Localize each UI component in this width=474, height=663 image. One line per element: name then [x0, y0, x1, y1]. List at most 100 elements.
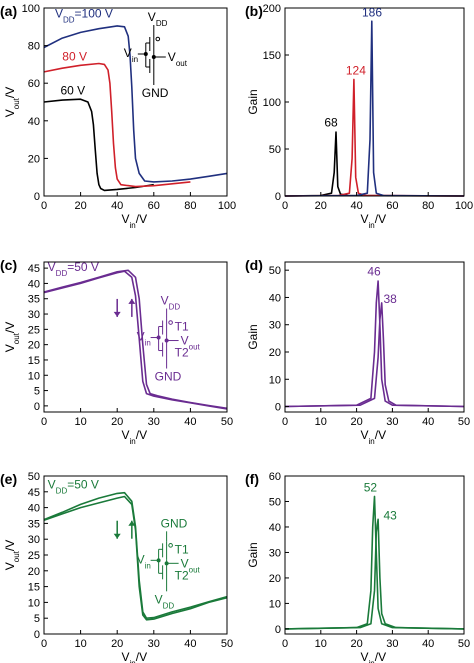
plot-frame [284, 475, 465, 635]
data-label: 80 V [62, 50, 87, 64]
y-tick-label: 5 [34, 386, 40, 398]
series-annotation: VDD=50 V [48, 260, 99, 278]
x-tick-label: 100 [455, 200, 473, 212]
y-tick-label: 20 [28, 340, 40, 352]
y-tick-label: 25 [28, 324, 40, 336]
circuit-inset [150, 308, 179, 369]
x-tick-label: 10 [315, 638, 327, 650]
y-tick-label: 30 [28, 534, 40, 546]
y-tick-label: 30 [269, 320, 281, 332]
y-tick-label: 10 [28, 597, 40, 609]
x-tick-label: 20 [111, 416, 123, 428]
x-tick-label: 40 [111, 200, 123, 212]
y-tick-label: 30 [28, 309, 40, 321]
y-tick-label: 20 [28, 153, 40, 165]
series-line-3 [284, 20, 465, 197]
inset-input-label: Vin [124, 46, 138, 64]
series-line-1 [284, 131, 465, 197]
y-tick-label: 80 [28, 41, 40, 53]
y-tick-label: 60 [28, 78, 40, 90]
series-annotation: VDD=100 V [55, 6, 113, 24]
y-tick-label: 10 [28, 370, 40, 382]
series-line-1 [43, 495, 228, 621]
x-tick-label: 60 [148, 200, 160, 212]
y-axis-label: Vout/V [3, 322, 21, 352]
data-label: 68 [324, 115, 338, 129]
series-line-1 [43, 270, 228, 410]
x-tick-label: 20 [350, 416, 362, 428]
y-tick-label: 150 [263, 50, 281, 62]
panel-e: 0 10 20 30 40 50 0 5 10 15 20 25 30 35 40 45 50 Vin/V Vout… [0, 471, 233, 663]
y-tick-label: 10 [269, 598, 281, 610]
sweep-arrow-down [113, 298, 121, 317]
data-label: 52 [364, 480, 378, 494]
panel-c: 0 10 20 30 40 50 0 5 10 15 20 25 30 35 40 45 Vin/V Vout/V… [0, 257, 233, 446]
inset-bottom-label: GND [142, 86, 169, 100]
y-tick-label: 30 [269, 547, 281, 559]
panel-a: 0 20 40 60 80 100 0 20 40 60 80 100 Vin/V Vout/V (a) 60… [0, 3, 236, 230]
data-label: 46 [367, 265, 381, 279]
series-line-2 [43, 269, 228, 410]
x-tick-label: 10 [74, 638, 86, 650]
y-tick-label: 15 [28, 582, 40, 594]
y-axis-label: Gain [246, 542, 260, 567]
data-label: 60 V [60, 83, 85, 97]
y-tick-label: 5 [34, 613, 40, 625]
y-axis-label: Gain [246, 89, 260, 114]
x-tick-label: 30 [386, 638, 398, 650]
y-tick-label: 40 [28, 116, 40, 128]
inset-output-label: Vout [181, 334, 201, 352]
data-label: 43 [383, 508, 397, 522]
inset-output-label: Vout [168, 50, 188, 68]
y-tick-label: 40 [269, 522, 281, 534]
circuit-inset [137, 25, 166, 85]
x-tick-label: 50 [221, 416, 233, 428]
series-line-3 [43, 25, 228, 183]
y-tick-label: 50 [269, 144, 281, 156]
x-axis-label: Vin/V [122, 212, 148, 230]
sweep-arrow-down [113, 520, 121, 539]
plot-frame [43, 261, 228, 413]
inset-t1-label: T1 [175, 542, 189, 556]
x-axis-label: Vin/V [361, 212, 387, 230]
inset-input-label: Vin [137, 552, 151, 570]
y-tick-label: 100 [22, 3, 40, 15]
x-tick-label: 0 [41, 200, 47, 212]
sweep-arrow-up [128, 520, 136, 539]
y-axis-label: Vout/V [3, 540, 21, 570]
panel-f: 0 10 20 30 40 50 0 10 20 30 40 50 60 Vin/V Gain (f) 52 43 [245, 471, 470, 663]
y-tick-label: 0 [275, 191, 281, 203]
y-tick-label: 50 [28, 471, 40, 483]
y-tick-label: 35 [28, 294, 40, 306]
x-tick-label: 20 [74, 200, 86, 212]
x-tick-label: 0 [282, 638, 288, 650]
x-tick-label: 10 [74, 416, 86, 428]
y-tick-label: 40 [28, 503, 40, 515]
y-tick-label: 50 [269, 496, 281, 508]
inset-output-label: Vout [181, 556, 201, 574]
y-axis-label: Gain [246, 324, 260, 349]
x-tick-label: 10 [315, 416, 327, 428]
y-tick-label: 100 [263, 97, 281, 109]
x-tick-label: 50 [458, 638, 470, 650]
series-line-1 [284, 280, 465, 408]
y-tick-label: 60 [269, 471, 281, 483]
data-label: 124 [346, 64, 366, 78]
x-tick-label: 20 [350, 638, 362, 650]
plot-frame [43, 475, 228, 635]
x-tick-label: 40 [184, 638, 196, 650]
y-tick-label: 40 [269, 292, 281, 304]
series-line-2 [284, 302, 465, 408]
plot-frame [43, 7, 228, 197]
y-tick-label: 40 [28, 278, 40, 290]
x-tick-label: 80 [184, 200, 196, 212]
series-line-2 [43, 491, 228, 620]
y-tick-label: 50 [269, 265, 281, 277]
panel-label: (e) [0, 471, 17, 487]
panel-label: (b) [245, 3, 263, 19]
y-tick-label: 20 [269, 573, 281, 585]
y-tick-label: 15 [28, 355, 40, 367]
x-tick-label: 30 [386, 416, 398, 428]
y-tick-label: 0 [34, 191, 40, 203]
